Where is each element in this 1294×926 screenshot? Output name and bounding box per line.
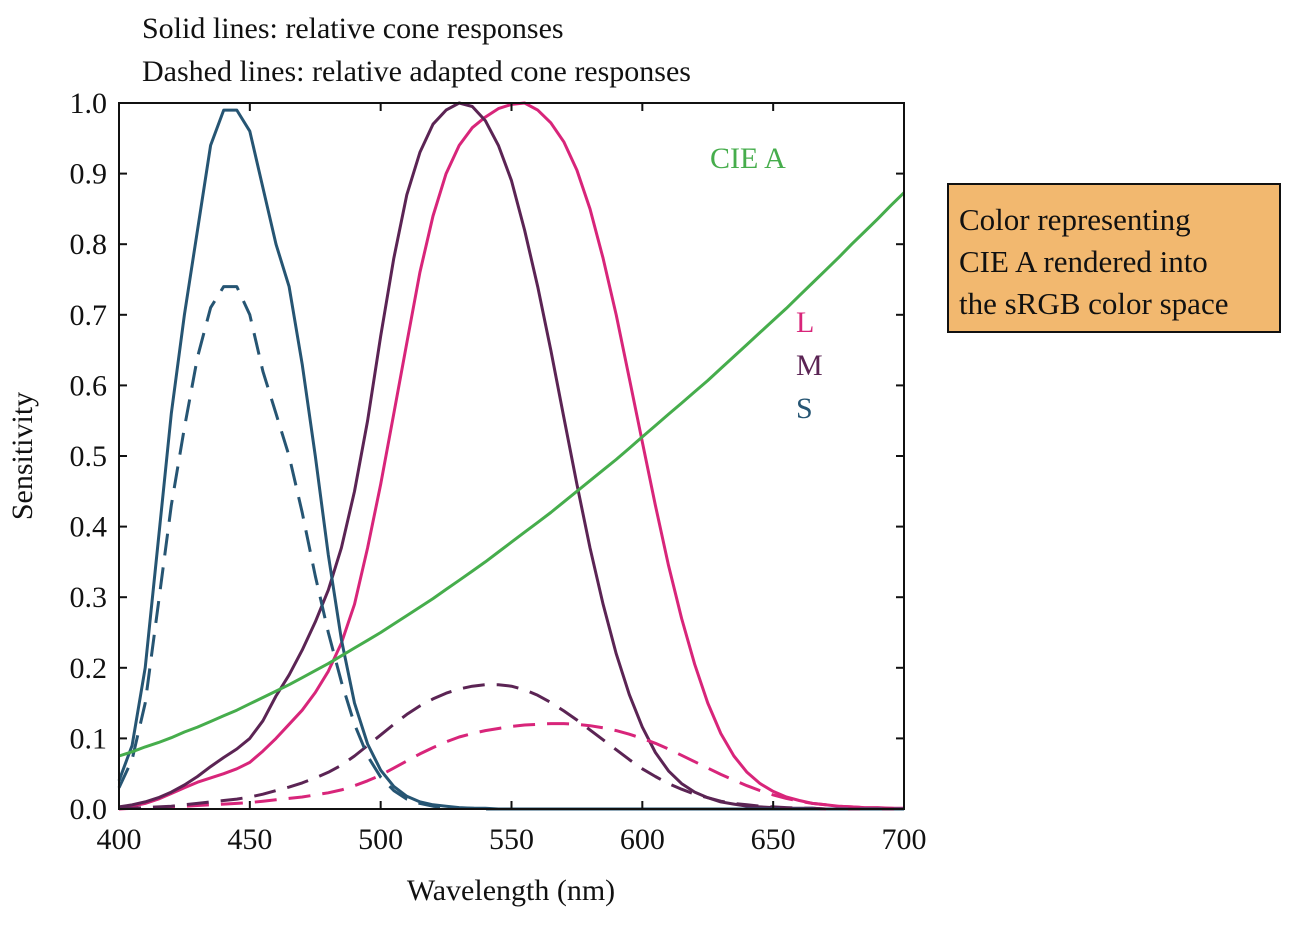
plot-lines: [117, 101, 906, 811]
axis-ticks: [118, 102, 905, 810]
y-tick-label: 0.0: [70, 793, 108, 826]
annotation-solid-lines: Solid lines: relative cone responses: [142, 12, 564, 45]
y-axis-label: Sensitivity: [6, 392, 39, 520]
series-line-s: [117, 108, 904, 811]
y-tick-label: 0.8: [70, 228, 108, 261]
x-tick-label: 600: [620, 823, 665, 856]
note-line-3: the sRGB color space: [959, 286, 1229, 321]
series-line-cie-a: [118, 191, 906, 758]
plot-frame: [118, 102, 905, 810]
x-tick-label: 650: [751, 823, 796, 856]
x-tick-label: 550: [489, 823, 534, 856]
note-line-2: CIE A rendered into: [959, 244, 1208, 279]
y-tick-label: 1.0: [70, 87, 108, 120]
srgb-color-note-box: Color representing CIE A rendered into t…: [947, 183, 1281, 333]
series-line-l: [118, 101, 904, 810]
y-tick-label: 0.2: [70, 652, 108, 685]
series-line-m: [118, 101, 904, 811]
x-tick-label: 450: [227, 823, 272, 856]
y-tick-label: 0.9: [70, 158, 108, 191]
y-tick-label: 0.3: [70, 581, 108, 614]
series-line-l-adapted: [118, 722, 905, 811]
y-tick-label: 0.6: [70, 369, 108, 402]
cie-a-label: CIE A: [710, 142, 786, 175]
note-line-1: Color representing: [959, 202, 1191, 237]
series-line-m-adapted: [119, 683, 904, 811]
y-tick-label: 0.7: [70, 299, 108, 332]
y-tick-label: 0.5: [70, 440, 108, 473]
series-line-s-adapted: [117, 285, 904, 811]
legend-m: M: [796, 349, 823, 382]
y-tick-label: 0.1: [70, 722, 108, 755]
legend-l: L: [796, 306, 814, 339]
x-axis-label: Wavelength (nm): [407, 874, 615, 907]
x-tick-label: 700: [882, 823, 927, 856]
x-tick-label: 400: [97, 823, 142, 856]
axis-tick-labels: 400 450 500 550 600 650 700 0.0 0.1 0.2 0.3 0.4 0.5 0…: [70, 87, 927, 856]
x-tick-label: 500: [358, 823, 403, 856]
annotation-dashed-lines: Dashed lines: relative adapted cone resp…: [142, 55, 691, 88]
legend-s: S: [796, 392, 813, 425]
y-tick-label: 0.4: [70, 511, 108, 544]
